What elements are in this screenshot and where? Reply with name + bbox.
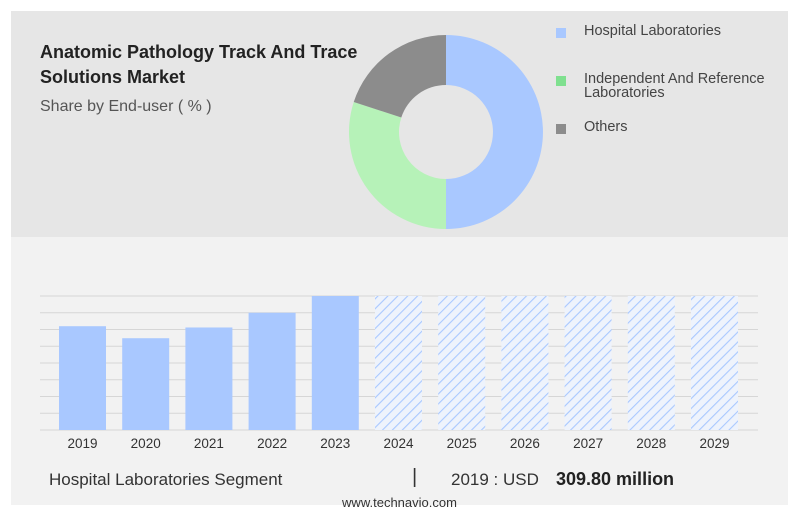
x-tick-label: 2026: [510, 436, 540, 451]
bar-2020: [122, 338, 170, 430]
x-tick-label: 2021: [194, 436, 224, 451]
bar-2021: [185, 327, 233, 430]
donut-slice-0: [446, 35, 543, 229]
footer-separator: |: [412, 466, 418, 488]
legend-swatch-hospital: [556, 28, 566, 38]
forecast-bar-2024: [375, 296, 422, 430]
x-tick-label: 2027: [573, 436, 603, 451]
x-tick-label: 2023: [320, 436, 350, 451]
footer-value: 309.80 million: [556, 469, 675, 489]
forecast-bar-2025: [438, 296, 486, 430]
forecast-bar-2029: [691, 296, 738, 430]
x-tick-label: 2022: [257, 436, 287, 451]
legend-item-hospital: Hospital Laboratories: [556, 24, 784, 38]
source-credit: www.technavio.com: [342, 495, 457, 510]
donut-slice-1: [349, 102, 446, 229]
x-tick-label: 2020: [131, 436, 161, 451]
donut-slice-2: [353, 35, 446, 118]
x-tick-label: 2028: [636, 436, 666, 451]
forecast-bar-2028: [627, 296, 675, 430]
legend-label-hospital: Hospital Laboratories: [584, 23, 722, 39]
legend-swatch-others: [556, 124, 566, 134]
footer-year-label: 2019 : USD: [451, 470, 539, 489]
forecast-bar-2027: [564, 296, 612, 430]
forecast-bar-2026: [501, 296, 549, 430]
legend-label-independent: Independent And Reference Laboratories: [584, 71, 765, 101]
x-tick-label: 2019: [67, 436, 97, 451]
bar-2019: [59, 326, 106, 430]
bar-2022: [248, 312, 296, 430]
legend-item-others: Others: [556, 120, 784, 134]
legend-label-others: Others: [584, 119, 628, 135]
x-tick-label: 2024: [383, 436, 414, 451]
chart-subtitle: Share by End-user ( % ): [40, 98, 212, 115]
donut-chart: [349, 35, 543, 229]
legend-item-independent: Independent And Reference Laboratories: [556, 72, 784, 100]
segment-label: Hospital Laboratories Segment: [49, 470, 283, 489]
chart-title: Anatomic Pathology Track And Trace Solut…: [40, 42, 358, 87]
x-tick-label: 2029: [699, 436, 729, 451]
x-tick-label: 2025: [447, 436, 477, 451]
legend-swatch-independent: [556, 76, 566, 86]
bar-2023: [311, 296, 359, 430]
